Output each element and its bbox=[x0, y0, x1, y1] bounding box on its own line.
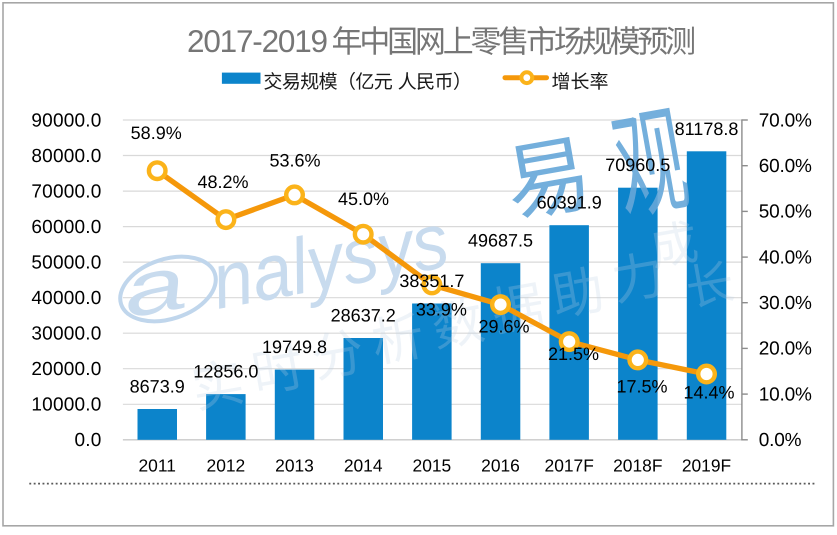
svg-text:0.0%: 0.0% bbox=[759, 430, 802, 451]
svg-text:12856.0: 12856.0 bbox=[193, 362, 258, 382]
svg-text:70000.0: 70000.0 bbox=[31, 182, 101, 203]
svg-text:33.9%: 33.9% bbox=[416, 299, 467, 319]
svg-text:50.0%: 50.0% bbox=[759, 202, 812, 223]
svg-text:a: a bbox=[116, 241, 192, 335]
svg-text:2015: 2015 bbox=[413, 456, 452, 476]
svg-text:70960.5: 70960.5 bbox=[605, 155, 670, 175]
svg-text:38351.7: 38351.7 bbox=[399, 271, 464, 291]
svg-text:29.6%: 29.6% bbox=[478, 317, 529, 337]
svg-text:80000.0: 80000.0 bbox=[31, 146, 101, 167]
svg-text:48.2%: 48.2% bbox=[197, 172, 248, 192]
svg-text:2012: 2012 bbox=[207, 456, 246, 476]
svg-text:10.0%: 10.0% bbox=[759, 384, 812, 405]
svg-text:40000.0: 40000.0 bbox=[31, 288, 101, 309]
svg-text:2017-2019: 2017-2019 bbox=[187, 23, 328, 59]
svg-text:2011: 2011 bbox=[138, 456, 175, 476]
svg-text:90000.0: 90000.0 bbox=[31, 110, 101, 131]
svg-text:17.5%: 17.5% bbox=[616, 376, 667, 396]
svg-text:53.6%: 53.6% bbox=[269, 151, 320, 171]
svg-text:40.0%: 40.0% bbox=[759, 247, 812, 268]
svg-text:20000.0: 20000.0 bbox=[31, 359, 101, 380]
svg-text:10000.0: 10000.0 bbox=[31, 395, 101, 416]
svg-text:60391.9: 60391.9 bbox=[537, 193, 602, 213]
svg-text:60.0%: 60.0% bbox=[759, 156, 812, 177]
svg-text:14.4%: 14.4% bbox=[683, 383, 734, 403]
svg-text:2014: 2014 bbox=[344, 456, 383, 476]
svg-text:49687.5: 49687.5 bbox=[468, 231, 533, 251]
svg-text:20.0%: 20.0% bbox=[759, 339, 812, 360]
svg-text:19749.8: 19749.8 bbox=[262, 337, 327, 357]
svg-text:2019F: 2019F bbox=[682, 456, 731, 476]
svg-text:60000.0: 60000.0 bbox=[31, 217, 101, 238]
svg-text:70.0%: 70.0% bbox=[759, 110, 812, 131]
svg-text:8673.9: 8673.9 bbox=[130, 377, 185, 397]
svg-text:30.0%: 30.0% bbox=[759, 293, 812, 314]
svg-text:28637.2: 28637.2 bbox=[331, 306, 396, 326]
svg-text:45.0%: 45.0% bbox=[338, 189, 389, 209]
svg-text:2016: 2016 bbox=[481, 456, 520, 476]
svg-text:21.5%: 21.5% bbox=[548, 344, 599, 364]
svg-text:50000.0: 50000.0 bbox=[31, 253, 101, 274]
svg-text:30000.0: 30000.0 bbox=[31, 324, 101, 345]
svg-text:2018F: 2018F bbox=[613, 456, 662, 476]
svg-text:2017F: 2017F bbox=[545, 456, 594, 476]
svg-text:2013: 2013 bbox=[275, 456, 314, 476]
svg-text:0.0: 0.0 bbox=[74, 430, 101, 451]
svg-text:81178.8: 81178.8 bbox=[675, 119, 739, 139]
svg-text:58.9%: 58.9% bbox=[131, 123, 182, 143]
